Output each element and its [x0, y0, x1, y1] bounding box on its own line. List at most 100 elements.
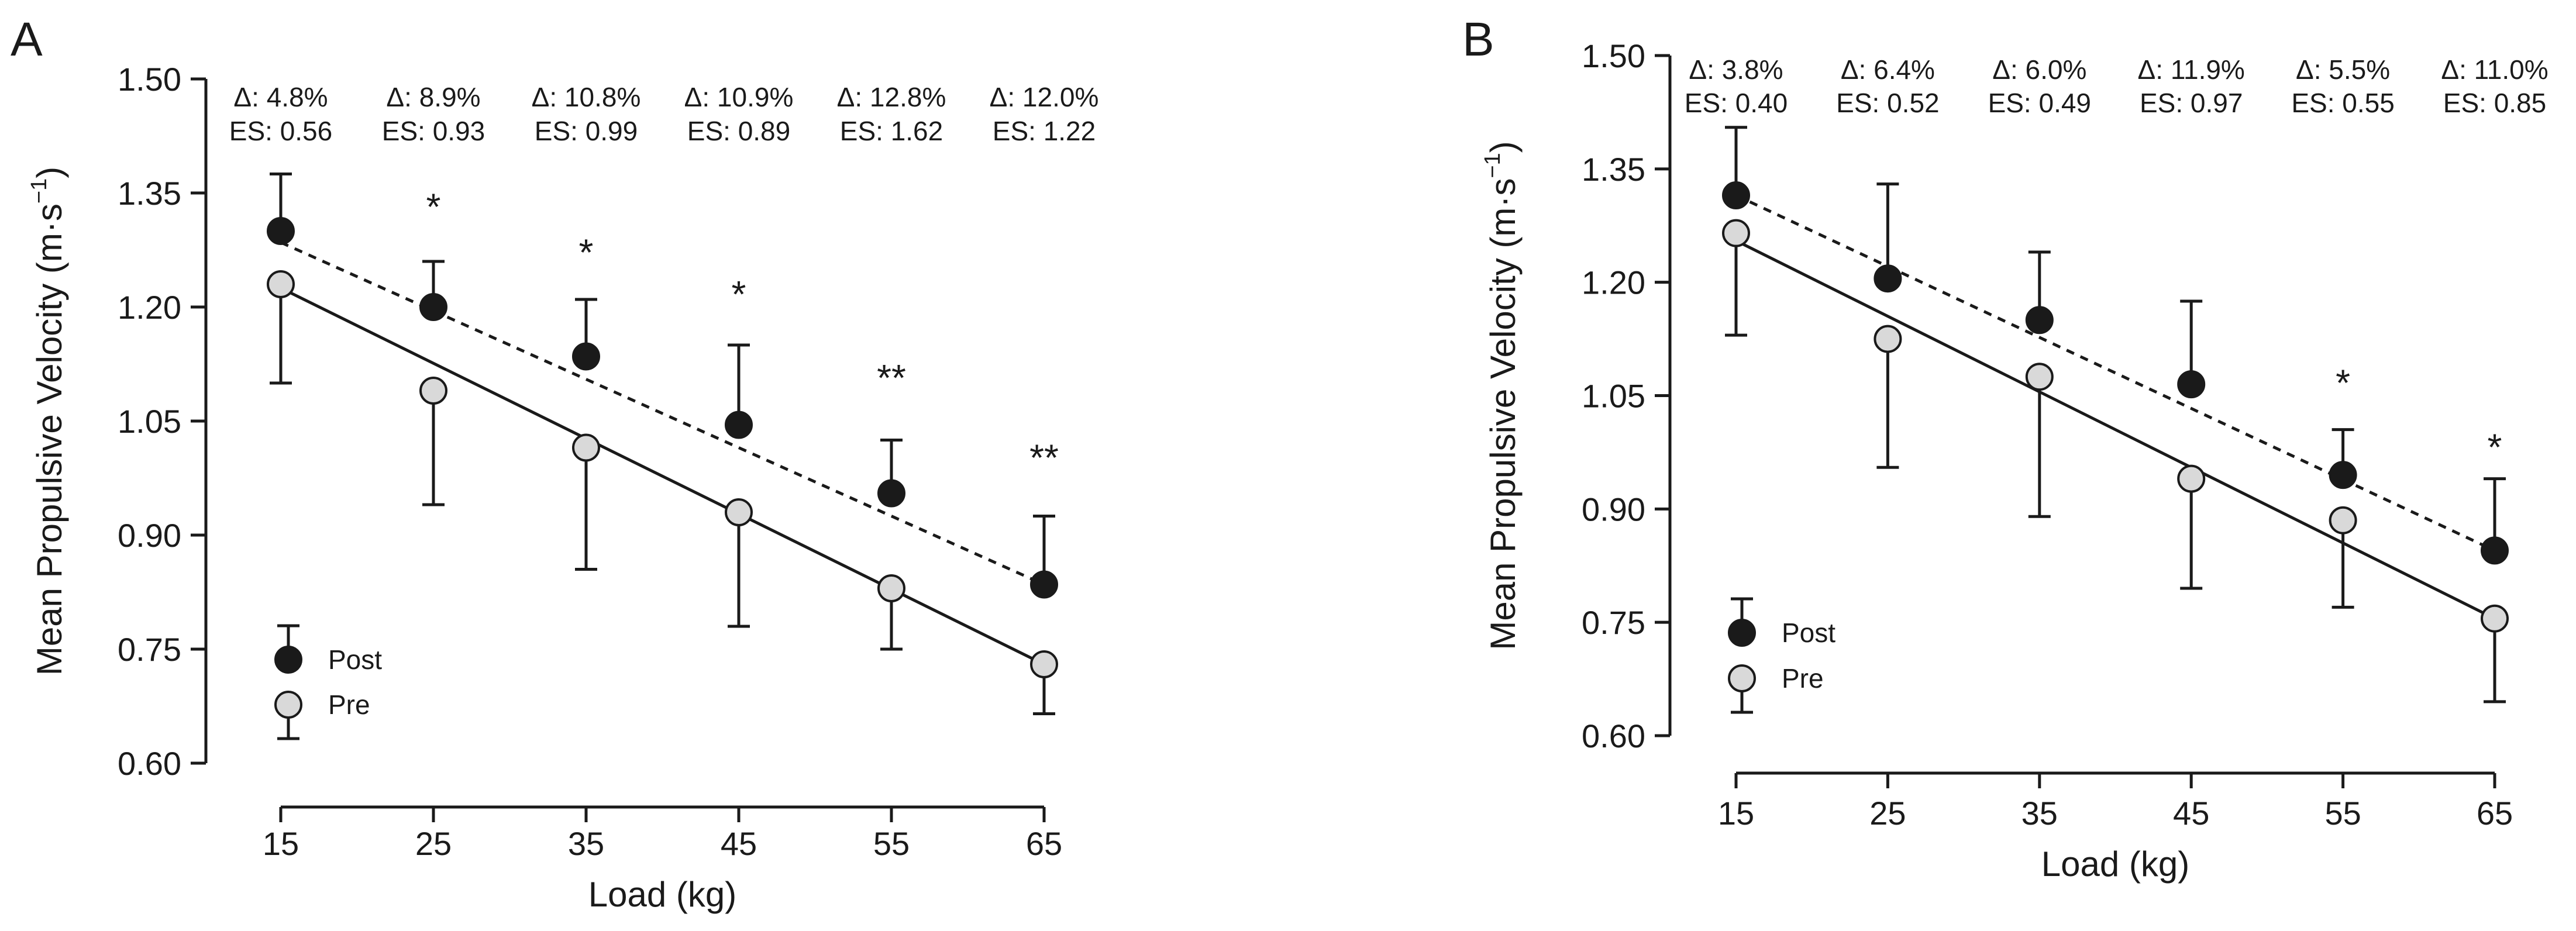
y-tick-label: 1.35	[1582, 151, 1645, 188]
y-tick-label: 1.05	[118, 403, 181, 440]
post-point	[877, 479, 905, 508]
legend: Post Pre	[274, 624, 382, 740]
y-tick-label: 0.60	[1582, 718, 1645, 754]
y-tick-label: 0.90	[118, 517, 181, 554]
y-tick-label: 0.60	[118, 745, 181, 782]
effect-size-annotation: ES: 0.93	[382, 116, 485, 146]
x-tick-label: 35	[2021, 795, 2058, 832]
pre-point	[1030, 650, 1058, 678]
y-tick-label: 0.90	[1582, 491, 1645, 527]
effect-size-annotation: ES: 0.55	[2291, 88, 2394, 118]
delta-annotation: Δ: 12.8%	[837, 82, 946, 112]
delta-annotation: Δ: 6.4%	[1841, 54, 1935, 85]
post-point	[1030, 570, 1058, 599]
pre-point	[2481, 604, 2509, 633]
significance-marker: *	[579, 232, 594, 274]
legend-pre-label: Pre	[1782, 663, 1824, 694]
effect-size-annotation: ES: 0.89	[687, 116, 790, 146]
x-tick-label: 25	[1869, 795, 1906, 832]
y-axis-title-exponent: −1	[1480, 153, 1505, 178]
delta-annotation: Δ: 4.8%	[233, 82, 328, 112]
effect-size-annotation: ES: 0.52	[1836, 88, 1939, 118]
effect-size-annotation: ES: 1.22	[993, 116, 1096, 146]
y-tick-label: 1.05	[1582, 378, 1645, 415]
significance-marker: *	[426, 186, 441, 228]
panel-letter: A	[11, 13, 43, 66]
pre-point	[419, 377, 447, 405]
delta-annotation: Δ: 5.5%	[2296, 54, 2390, 85]
x-axis-title: Load (kg)	[2041, 844, 2189, 884]
x-tick-label: 15	[1718, 795, 1754, 832]
post-point	[2177, 370, 2206, 399]
pre-point	[572, 433, 600, 462]
pre-point	[267, 270, 295, 298]
y-tick-label: 1.20	[1582, 264, 1645, 301]
effect-size-annotation: ES: 0.56	[229, 116, 332, 146]
post-regression-line	[280, 241, 1045, 586]
post-regression-line	[1735, 194, 2496, 552]
delta-annotation: Δ: 11.0%	[2441, 54, 2548, 85]
delta-annotation: Δ: 10.9%	[684, 82, 794, 112]
x-tick-label: 55	[873, 825, 910, 862]
legend-pre-marker	[1728, 664, 1756, 692]
pre-point	[877, 574, 905, 602]
effect-size-annotation: ES: 0.40	[1685, 88, 1788, 118]
legend-post-label: Post	[1782, 618, 1835, 648]
y-axis-title: Mean Propulsive Velocity (m·s−1)	[27, 167, 69, 675]
y-tick-label: 1.20	[118, 289, 181, 326]
x-tick-label: 35	[568, 825, 604, 862]
x-tick-label: 45	[721, 825, 757, 862]
effect-size-annotation: ES: 0.99	[535, 116, 638, 146]
delta-annotation: Δ: 8.9%	[386, 82, 480, 112]
y-tick-label: 0.75	[1582, 604, 1645, 641]
post-point	[2329, 461, 2357, 489]
pre-point	[1722, 219, 1750, 247]
post-point	[2025, 306, 2054, 335]
delta-annotation: Δ: 3.8%	[1689, 54, 1783, 85]
legend-post-marker	[274, 646, 302, 674]
pre-point	[2177, 464, 2206, 493]
significance-marker: **	[877, 357, 906, 399]
effect-size-annotation: ES: 1.62	[840, 116, 943, 146]
post-point	[1874, 264, 1902, 293]
panel-letter: B	[1462, 13, 1494, 66]
pre-point	[2329, 506, 2357, 535]
pre-regression-line	[280, 287, 1045, 666]
legend-pre-marker	[274, 691, 302, 719]
post-point	[572, 342, 600, 371]
legend-post-marker	[1728, 619, 1756, 647]
y-axis-title-close: )	[30, 167, 69, 178]
panel-b: B 0.60 0.75 0.90 1.05 1.20 1.35 1.50 15 25 35 45 55 6…	[1462, 13, 2549, 884]
x-tick-label: 25	[415, 825, 452, 862]
significance-marker: *	[2336, 362, 2350, 404]
legend: Post Pre	[1728, 597, 1835, 714]
significance-marker: *	[2488, 426, 2502, 468]
y-tick-label: 1.50	[1582, 37, 1645, 74]
post-point	[1722, 181, 1750, 210]
post-point	[419, 293, 447, 321]
pre-point	[2025, 363, 2054, 391]
pre-point	[725, 498, 753, 526]
significance-marker: *	[732, 273, 746, 315]
legend-pre-label: Pre	[328, 689, 370, 720]
x-tick-label: 55	[2324, 795, 2361, 832]
significance-marker: **	[1029, 437, 1059, 479]
pre-regression-line	[1735, 239, 2496, 620]
y-axis-title-main: Mean Propulsive Velocity (m·s	[1483, 178, 1523, 650]
post-point	[2481, 536, 2509, 565]
delta-annotation: Δ: 11.9%	[2138, 54, 2245, 85]
y-axis-title: Mean Propulsive Velocity (m·s−1)	[1480, 141, 1523, 650]
y-axis-title-main: Mean Propulsive Velocity (m·s	[30, 204, 69, 675]
x-axis-title: Load (kg)	[588, 875, 736, 914]
y-tick-label: 0.75	[118, 631, 181, 668]
y-tick-label: 1.50	[118, 61, 181, 98]
x-tick-label: 65	[2477, 795, 2513, 832]
post-point	[267, 217, 295, 245]
x-tick-label: 45	[2173, 795, 2209, 832]
x-tick-label: 15	[263, 825, 299, 862]
pre-point	[1874, 325, 1902, 353]
effect-size-annotation: ES: 0.49	[1988, 88, 2091, 118]
delta-annotation: Δ: 10.8%	[532, 82, 641, 112]
y-axis-title-close: )	[1483, 141, 1523, 153]
